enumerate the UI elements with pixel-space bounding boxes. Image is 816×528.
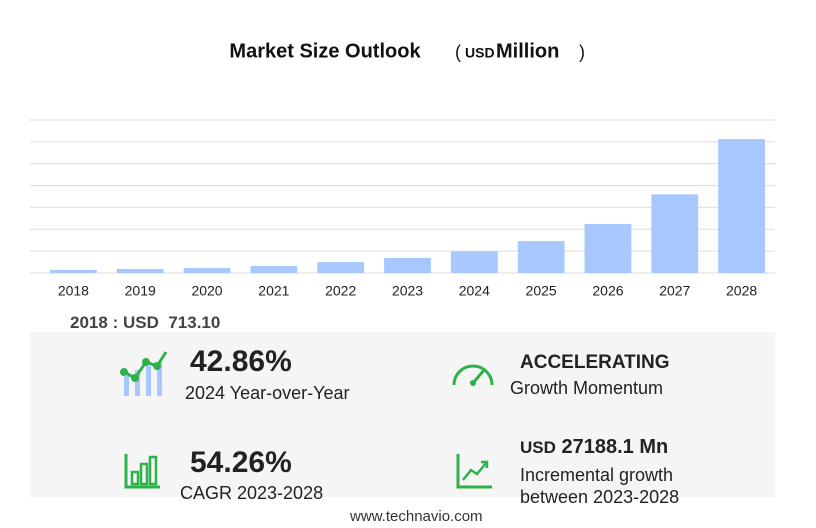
chart: Market Size Outlook ( USD Million ) 2018… <box>30 40 775 299</box>
currency: USD <box>122 313 159 332</box>
stat-value: 54.26% <box>190 446 292 479</box>
chart-title: Market Size Outlook <box>229 40 421 62</box>
bar <box>250 266 298 273</box>
bar <box>584 224 632 273</box>
x-tick-label: 2023 <box>392 283 423 299</box>
x-tick-label: 2024 <box>459 283 490 299</box>
stat-label: Growth Momentum <box>510 378 664 398</box>
title-paren: ( <box>455 42 461 62</box>
footer: www.technavio.com <box>350 508 483 525</box>
base-year-label: 2018 <box>70 313 108 332</box>
x-tick-label: 2028 <box>726 283 757 299</box>
currency: USD <box>520 438 556 457</box>
x-tick-label: 2022 <box>325 283 356 299</box>
stat-label: 2024 Year-over-Year <box>185 383 350 403</box>
x-tick-label: 2021 <box>258 283 289 299</box>
bar <box>651 194 699 273</box>
title-currency: USD <box>465 45 495 61</box>
bars-icon <box>124 454 160 489</box>
bar <box>517 241 565 273</box>
increment: 27188.1 Mn <box>561 436 669 458</box>
bar <box>50 269 97 273</box>
title-paren: ) <box>579 42 585 62</box>
bar <box>317 262 365 273</box>
x-tick-label: 2018 <box>58 283 89 299</box>
x-tick-label: 2026 <box>592 283 623 299</box>
x-tick-label: 2027 <box>659 283 690 299</box>
stat-label: CAGR 2023-2028 <box>180 483 324 503</box>
x-tick-label: 2019 <box>125 283 156 299</box>
base-year: 2018 : USD 713.10 <box>70 313 220 333</box>
stats-panel <box>30 332 775 497</box>
trend-icon <box>456 454 492 489</box>
growth-icon <box>120 351 168 396</box>
title-unit: Million <box>496 40 559 62</box>
stat-value: 42.86% <box>190 345 292 378</box>
stat-value: ACCELERATING <box>520 352 670 373</box>
bar <box>450 251 498 273</box>
separator: : <box>112 313 119 332</box>
stat-value: USD 27188.1 Mn <box>520 436 668 459</box>
stat-label: between 2023-2028 <box>520 487 680 507</box>
bar <box>718 139 765 273</box>
bar <box>183 267 231 273</box>
gauge-icon <box>452 364 494 386</box>
x-tick-label: 2025 <box>526 283 557 299</box>
stat-label: Incremental growth <box>520 465 674 485</box>
bar <box>116 268 164 273</box>
base-value: 713.10 <box>168 313 221 332</box>
x-tick-label: 2020 <box>191 283 222 299</box>
bar <box>384 257 431 273</box>
